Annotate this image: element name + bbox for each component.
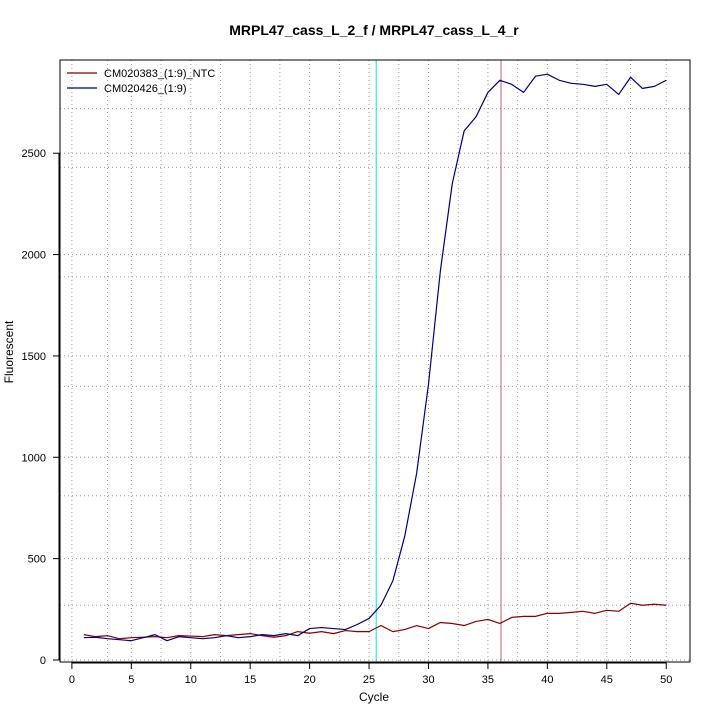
x-tick-label: 35 (482, 674, 494, 686)
x-tick-label: 45 (601, 674, 613, 686)
x-tick-label: 50 (660, 674, 672, 686)
y-tick-label: 1000 (22, 452, 46, 464)
x-tick-label: 40 (541, 674, 553, 686)
series-line-1 (83, 602, 667, 640)
series-lines (83, 73, 667, 642)
x-tick-label: 30 (422, 674, 434, 686)
x-tick-label: 0 (69, 674, 75, 686)
y-axis-label: Fluorescent (2, 320, 16, 383)
plot-frame (59, 59, 691, 663)
x-tick-label: 20 (303, 674, 315, 686)
grid (60, 60, 690, 662)
series-line-2 (83, 73, 667, 642)
y-tick-label: 2500 (22, 148, 46, 160)
threshold-lines (375, 60, 502, 662)
x-tick-label: 10 (185, 674, 197, 686)
y-tick-label: 2000 (22, 250, 46, 262)
legend: CM020383_(1:9)_NTC CM020426_(1:9) (67, 68, 215, 95)
legend-label-2: CM020426_(1:9) (104, 83, 187, 95)
y-tick-label: 500 (28, 554, 46, 566)
x-tick-label: 5 (128, 674, 134, 686)
legend-label-1: CM020383_(1:9)_NTC (104, 68, 215, 80)
x-tick-label: 25 (363, 674, 375, 686)
y-tick-label: 1500 (22, 351, 46, 363)
y-tick-label: 0 (40, 655, 46, 667)
x-axis-label: Cycle (359, 690, 389, 704)
x-tick-label: 15 (244, 674, 256, 686)
chart-title: MRPL47_cass_L_2_f / MRPL47_cass_L_4_r (229, 22, 519, 38)
